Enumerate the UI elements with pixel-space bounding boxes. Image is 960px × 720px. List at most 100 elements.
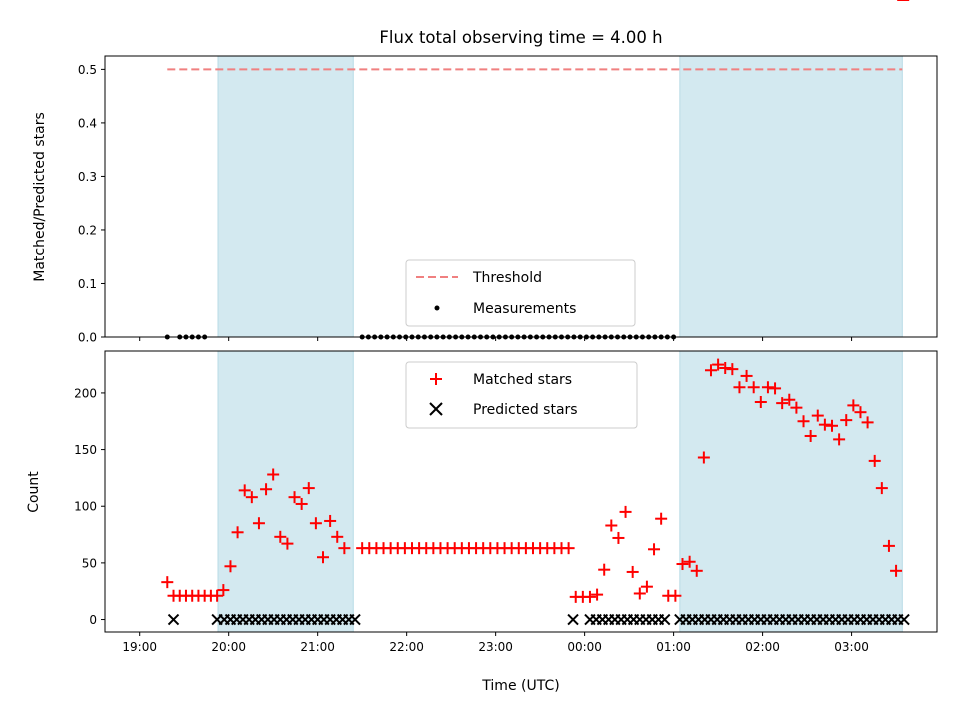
- bottom-y-axis-label: Count: [26, 471, 42, 513]
- x-tick-label: 02:00: [745, 640, 780, 654]
- x-axis-label: Time (UTC): [481, 678, 559, 694]
- bottom-data-marks: [161, 0, 910, 626]
- x-tick-label: 23:00: [478, 640, 513, 654]
- x-tick-label: 21:00: [300, 640, 335, 654]
- matched-star-point: [861, 416, 874, 429]
- matched-star-point: [274, 530, 287, 543]
- matched-star-point: [854, 406, 867, 419]
- top-legend-box: [405, 259, 636, 327]
- matched-star-point: [295, 497, 308, 510]
- top-shaded-region-1: [679, 55, 903, 338]
- matched-star-point: [811, 409, 824, 422]
- legend-measurements-swatch: [434, 305, 440, 311]
- top-y-axis-label: Matched/Predicted stars: [32, 112, 48, 282]
- top-y-tick-label: 0.5: [78, 63, 97, 77]
- matched-star-point: [890, 564, 903, 577]
- bot-y-tick-label: 50: [82, 556, 97, 570]
- legend-threshold-label: Threshold: [472, 270, 542, 286]
- x-tick-label: 19:00: [122, 640, 157, 654]
- bot-y-tick-label: 0: [89, 613, 97, 627]
- matched-star-point: [267, 468, 280, 481]
- bottom-axes-frame: [104, 350, 938, 633]
- matched-star-point: [797, 415, 810, 428]
- matched-star-point: [302, 482, 315, 495]
- top-legend: Threshold Measurements: [405, 259, 636, 327]
- matched-star-point: [776, 397, 789, 410]
- matched-star-point: [331, 530, 344, 543]
- bottom-legend: Matched stars Predicted stars: [405, 361, 638, 429]
- legend-matched-swatch: [430, 373, 442, 385]
- matched-star-point: [224, 560, 237, 573]
- matched-star-point: [790, 401, 803, 414]
- matched-star-point: [818, 418, 831, 431]
- x-tick-label: 00:00: [567, 640, 602, 654]
- matched-star-point: [583, 590, 596, 603]
- matched-star-point: [288, 491, 301, 504]
- matched-star-point: [217, 584, 230, 597]
- matched-star-point: [562, 542, 575, 555]
- top-y-tick-label: 0.2: [78, 223, 97, 237]
- matched-star-point: [598, 563, 611, 576]
- x-tick-label: 20:00: [211, 640, 246, 654]
- matched-star-point: [231, 526, 244, 539]
- x-tick-label: 01:00: [656, 640, 691, 654]
- top-shaded-region-0: [217, 55, 354, 338]
- matched-star-point: [704, 364, 717, 377]
- matched-star-point: [825, 419, 838, 432]
- matched-star-point: [833, 433, 846, 446]
- bot-shaded-region-0: [217, 350, 354, 633]
- matched-star-point: [626, 565, 639, 578]
- matched-star-point: [847, 399, 860, 412]
- matched-star-point: [655, 512, 668, 525]
- matched-star-point: [317, 551, 330, 564]
- matched-star-point: [882, 539, 895, 552]
- matched-star-point: [612, 531, 625, 544]
- matched-star-point: [769, 382, 782, 395]
- bot-shaded-region-1: [679, 350, 903, 633]
- matched-star-point: [260, 483, 273, 496]
- chart-title: Flux total observing time = 4.00 h: [379, 28, 662, 47]
- legend-matched-label: Matched stars: [473, 372, 572, 388]
- legend-predicted-swatch: [429, 402, 443, 416]
- matched-star-point: [211, 589, 224, 602]
- matched-star-point: [633, 587, 646, 600]
- matched-star-point: [161, 576, 174, 589]
- matched-star-point: [324, 514, 337, 527]
- top-y-tick-label: 0.4: [78, 116, 97, 130]
- matched-star-point: [783, 393, 796, 406]
- matched-star-point: [747, 381, 760, 394]
- bottom-y-ticks: 0 50 100 150 200: [74, 386, 105, 627]
- matched-star-point: [683, 555, 696, 568]
- top-shaded-regions: [217, 55, 903, 338]
- matched-star-point: [804, 429, 817, 442]
- matched-star-point: [754, 395, 767, 408]
- matched-star-point: [252, 517, 265, 530]
- matched-star-point: [697, 451, 710, 464]
- matched-star-point: [726, 363, 739, 376]
- matched-star-point: [719, 361, 732, 374]
- matched-star-point: [640, 580, 653, 593]
- matched-star-point: [605, 519, 618, 532]
- bot-y-tick-label: 100: [74, 500, 97, 514]
- matched-star-point: [309, 517, 322, 530]
- top-y-tick-label: 0.0: [78, 331, 97, 345]
- matched-star-point: [712, 358, 725, 371]
- predicted-star-point: [567, 613, 579, 626]
- matched-star-point: [238, 484, 251, 497]
- top-axes-frame: [104, 55, 938, 338]
- matched-star-point: [761, 381, 774, 394]
- matched-star-point: [868, 454, 881, 467]
- matched-star-point: [619, 505, 632, 518]
- top-y-tick-label: 0.3: [78, 170, 97, 184]
- matched-star-point: [648, 543, 661, 556]
- matched-star-point: [591, 588, 604, 601]
- top-y-ticks: 0.0 0.1 0.2 0.3 0.4 0.5: [78, 63, 105, 345]
- bot-y-tick-label: 200: [74, 386, 97, 400]
- x-tick-label: 22:00: [389, 640, 424, 654]
- top-x-ticks: [139, 337, 853, 341]
- bottom-shaded-regions: [217, 350, 903, 633]
- matched-star-point: [733, 381, 746, 394]
- matched-star-point: [840, 414, 853, 427]
- bottom-x-ticks: 19:00 20:00 21:00 22:00 23:00 00:00 01:00 02:00…: [122, 632, 869, 654]
